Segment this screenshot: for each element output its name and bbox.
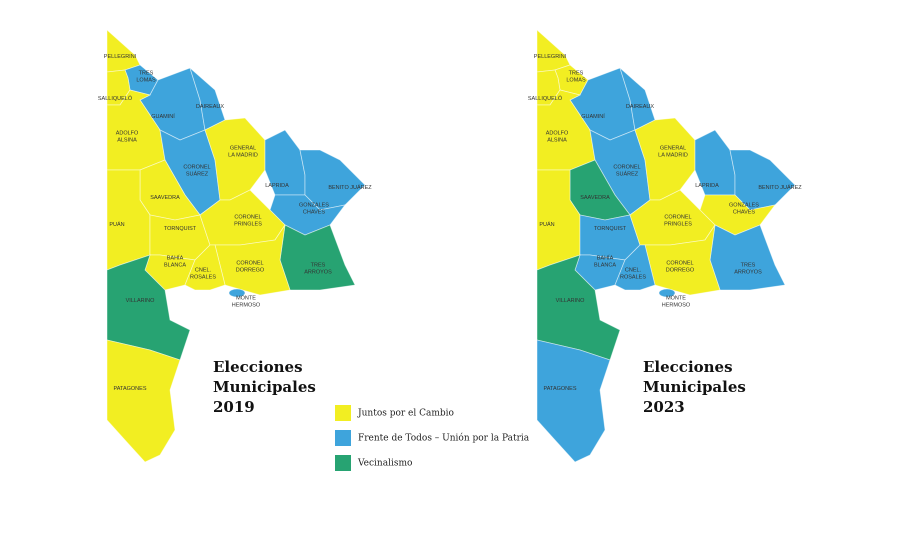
district-label: CORONEL — [236, 261, 263, 267]
legend-label: Vecinalismo — [357, 459, 412, 469]
district-label: PATAGONES — [543, 386, 576, 392]
district-label: ROSALES — [190, 275, 216, 281]
district-label: TRES — [569, 71, 584, 77]
district-label: SALLIQUELÓ — [528, 95, 563, 102]
district-label: PATAGONES — [113, 386, 146, 392]
district-label: DAIREAUX — [196, 104, 224, 110]
district-label: CORONEL — [613, 165, 640, 171]
district-label: TRES — [139, 71, 154, 77]
map-title: 2019 — [213, 398, 255, 416]
district-label: DAIREAUX — [626, 104, 654, 110]
district-label: SUÁREZ — [186, 171, 209, 178]
map: PELLEGRINITRESLOMASSALLIQUELÓGUAMINÍDAIR… — [98, 29, 372, 463]
district — [614, 244, 656, 291]
district-label: SALLIQUELÓ — [98, 95, 133, 102]
district-label: BENITO JUÁREZ — [328, 184, 372, 191]
district-label: BENITO JUÁREZ — [758, 184, 802, 191]
district-label: VILLARINO — [126, 298, 155, 304]
district-label: LOMAS — [136, 78, 156, 84]
district — [106, 339, 181, 463]
district-label: VILLARINO — [556, 298, 585, 304]
district-label: CNEL. — [625, 268, 642, 274]
district-label: ADOLFO — [546, 131, 569, 137]
map-title: Elecciones — [213, 358, 303, 376]
district-label: BAHÍA — [167, 255, 184, 262]
district — [279, 224, 356, 291]
district-label: TORNQUIST — [594, 226, 627, 232]
district-label: PRINGLES — [234, 222, 262, 228]
district-label: GONZALES — [729, 203, 759, 209]
district — [709, 224, 786, 291]
district-label: DORREGO — [236, 268, 265, 274]
district-label: BAHÍA — [597, 255, 614, 262]
district-label: TRES — [741, 263, 756, 269]
district-label: GENERAL — [230, 146, 256, 152]
district-label: HERMOSO — [232, 303, 261, 309]
district-label: LA MADRID — [658, 153, 688, 159]
district — [204, 117, 266, 201]
legend-swatch — [335, 430, 351, 446]
district-label: CORONEL — [234, 215, 261, 221]
district-label: PELLEGRINI — [534, 54, 567, 60]
district-label: BLANCA — [594, 263, 616, 269]
district-label: SAAVEDRA — [580, 195, 610, 201]
district — [658, 288, 676, 298]
district-label: ADOLFO — [116, 131, 139, 137]
district-label: TRES — [311, 263, 326, 269]
legend-label: Juntos por el Cambio — [357, 409, 454, 419]
map-title: Elecciones — [643, 358, 733, 376]
district-label: GONZALES — [299, 203, 329, 209]
district — [106, 29, 141, 73]
district-label: MONTE — [236, 296, 256, 302]
district-label: LA MADRID — [228, 153, 258, 159]
district — [184, 244, 226, 291]
district-label: MONTE — [666, 296, 686, 302]
legend-swatch — [335, 405, 351, 421]
district — [536, 339, 611, 463]
district-label: ARROYOS — [304, 270, 332, 276]
legend-swatch — [335, 455, 351, 471]
district-label: ARROYOS — [734, 270, 762, 276]
district-label: CHAVES — [303, 210, 326, 216]
district — [634, 117, 696, 201]
district-label: CNEL. — [195, 268, 212, 274]
district-label: GUAMINÍ — [151, 113, 175, 120]
district — [579, 214, 641, 261]
district-label: CORONEL — [183, 165, 210, 171]
legend-label: Frente de Todos – Unión por la Patria — [358, 433, 530, 444]
district-label: CORONEL — [664, 215, 691, 221]
map-title: Municipales — [213, 378, 316, 396]
district-label: GUAMINÍ — [581, 113, 605, 120]
district-label: ALSINA — [117, 138, 137, 144]
district-label: PUÁN — [109, 221, 124, 228]
district — [149, 214, 211, 261]
district-label: GENERAL — [660, 146, 686, 152]
district-label: BLANCA — [164, 263, 186, 269]
district-label: PRINGLES — [664, 222, 692, 228]
district-label: HERMOSO — [662, 303, 691, 309]
district-label: DORREGO — [666, 268, 695, 274]
district-label: LAPRIDA — [695, 183, 719, 189]
district-label: ALSINA — [547, 138, 567, 144]
district-label: PUÁN — [539, 221, 554, 228]
district-label: ROSALES — [620, 275, 646, 281]
map: PELLEGRINITRESLOMASSALLIQUELÓGUAMINÍDAIR… — [528, 29, 802, 463]
district-label: LOMAS — [566, 78, 586, 84]
district-label: TORNQUIST — [164, 226, 197, 232]
map-title: Municipales — [643, 378, 746, 396]
district-label: CHAVES — [733, 210, 756, 216]
map-title: 2023 — [643, 398, 685, 416]
district-label: CORONEL — [666, 261, 693, 267]
district — [536, 29, 571, 73]
district — [228, 288, 246, 298]
district-label: SUÁREZ — [616, 171, 639, 178]
district-label: SAAVEDRA — [150, 195, 180, 201]
district-label: LAPRIDA — [265, 183, 289, 189]
district-label: PELLEGRINI — [104, 54, 137, 60]
